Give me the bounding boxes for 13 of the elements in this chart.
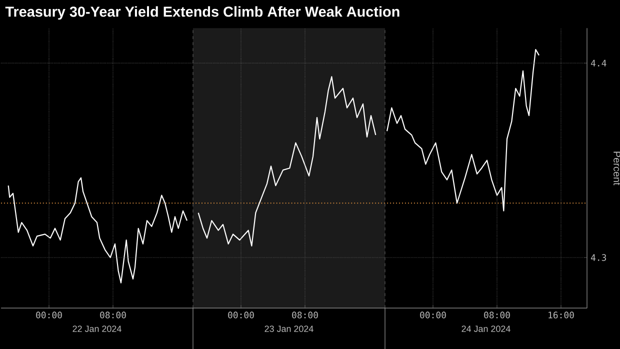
y-tick-label: 4.3 (590, 254, 606, 261)
x-tick-label: 00:00 (420, 312, 446, 318)
x-tick-label: 00:00 (228, 312, 254, 318)
x-tick-label: 00:00 (36, 312, 62, 318)
text: 22 Jan 2024 (72, 326, 122, 332)
chart-title: Treasury 30-Year Yield Extends Climb After Weak Auction (5, 6, 400, 20)
x-tick-label: 08:00 (484, 312, 510, 318)
text: 23 Jan 2024 (264, 326, 314, 332)
x-tick-label: 08:00 (292, 312, 318, 318)
x-tick-label: 08:00 (100, 312, 126, 318)
x-tick-label: 16:00 (548, 312, 574, 318)
text: 24 Jan 2024 (462, 326, 510, 332)
y-tick-label: 4.4 (590, 60, 606, 66)
